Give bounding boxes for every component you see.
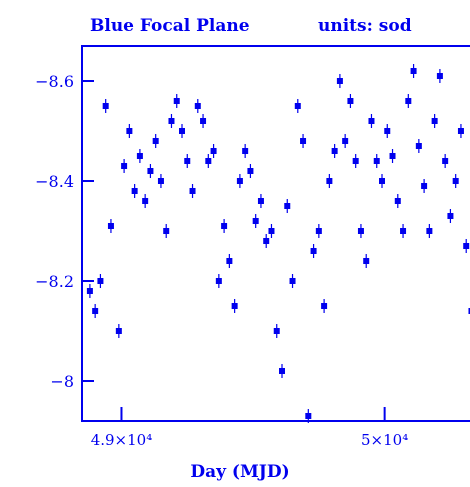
data-point-67 — [442, 158, 449, 164]
data-point-44 — [321, 303, 328, 309]
data-point-35 — [273, 328, 280, 334]
data-point-42 — [310, 248, 317, 254]
data-point-69 — [452, 178, 459, 184]
data-point-56 — [384, 128, 391, 134]
data-point-60 — [405, 98, 412, 104]
data-point-24 — [215, 278, 222, 284]
data-point-30 — [247, 168, 254, 174]
data-point-43 — [315, 228, 322, 234]
y-tick-label-0: −8.6 — [35, 72, 74, 91]
x-axis-label: Day (MJD) — [190, 462, 289, 482]
data-points — [86, 64, 470, 423]
data-point-72 — [468, 308, 470, 314]
chart-title: Blue Focal Plane — [90, 16, 250, 36]
data-point-51 — [357, 228, 364, 234]
data-point-61 — [410, 68, 417, 74]
data-point-28 — [236, 178, 243, 184]
data-point-32 — [257, 198, 264, 204]
y-tick-label-3: −8 — [50, 372, 74, 391]
data-point-36 — [279, 368, 285, 374]
data-point-19 — [189, 188, 196, 194]
data-point-23 — [210, 148, 217, 154]
data-point-37 — [284, 203, 291, 209]
data-point-6 — [121, 163, 128, 169]
data-point-62 — [415, 143, 422, 149]
data-point-66 — [436, 73, 443, 79]
data-point-10 — [142, 198, 149, 204]
chart-units-label: units: sod — [318, 16, 412, 36]
data-point-39 — [294, 103, 301, 109]
data-point-31 — [252, 218, 259, 224]
data-point-59 — [400, 228, 407, 234]
x-tick-label-1: 5×10⁴ — [361, 431, 408, 449]
data-point-16 — [173, 98, 180, 104]
data-point-34 — [268, 228, 275, 234]
data-point-48 — [342, 138, 349, 144]
data-point-14 — [163, 228, 170, 234]
data-point-15 — [168, 118, 175, 124]
data-point-38 — [289, 278, 296, 284]
data-point-70 — [457, 128, 464, 134]
data-point-40 — [300, 138, 307, 144]
data-point-65 — [431, 118, 438, 124]
data-point-71 — [463, 243, 470, 249]
data-point-29 — [242, 148, 249, 154]
data-point-63 — [421, 183, 428, 189]
data-point-52 — [363, 258, 370, 264]
data-point-9 — [136, 153, 143, 159]
data-point-57 — [389, 153, 396, 159]
data-point-68 — [447, 213, 454, 219]
data-point-25 — [221, 223, 228, 229]
data-point-5 — [115, 328, 122, 334]
data-point-45 — [326, 178, 333, 184]
data-point-8 — [131, 188, 138, 194]
x-tick-label-0: 4.9×10⁴ — [91, 431, 153, 449]
data-point-7 — [126, 128, 133, 134]
data-point-22 — [205, 158, 212, 164]
data-point-49 — [347, 98, 354, 104]
data-point-58 — [394, 198, 401, 204]
data-point-64 — [426, 228, 433, 234]
data-point-13 — [157, 178, 164, 184]
data-point-46 — [331, 148, 338, 154]
x-axis: 4.9×10⁴ 5×10⁴ — [91, 407, 408, 449]
data-point-54 — [373, 158, 380, 164]
data-point-0 — [86, 288, 93, 294]
data-point-53 — [368, 118, 375, 124]
data-point-27 — [231, 303, 238, 309]
data-point-55 — [379, 178, 385, 184]
data-point-26 — [226, 258, 233, 264]
data-point-4 — [107, 223, 114, 229]
data-point-17 — [179, 128, 185, 134]
y-tick-label-2: −8.2 — [35, 272, 74, 291]
data-point-21 — [200, 118, 207, 124]
data-point-20 — [194, 103, 201, 109]
y-axis: −8.6 −8.4 −8.2 −8 — [35, 72, 94, 391]
data-point-2 — [97, 278, 104, 284]
data-point-12 — [152, 138, 159, 144]
data-point-11 — [147, 168, 154, 174]
y-tick-label-1: −8.4 — [35, 172, 74, 191]
data-point-50 — [352, 158, 359, 164]
data-point-1 — [92, 308, 99, 314]
plot-frame — [81, 45, 470, 422]
data-point-3 — [102, 103, 109, 109]
data-point-18 — [184, 158, 191, 164]
data-point-33 — [263, 238, 270, 244]
data-point-41 — [305, 413, 312, 419]
data-point-47 — [336, 78, 343, 84]
